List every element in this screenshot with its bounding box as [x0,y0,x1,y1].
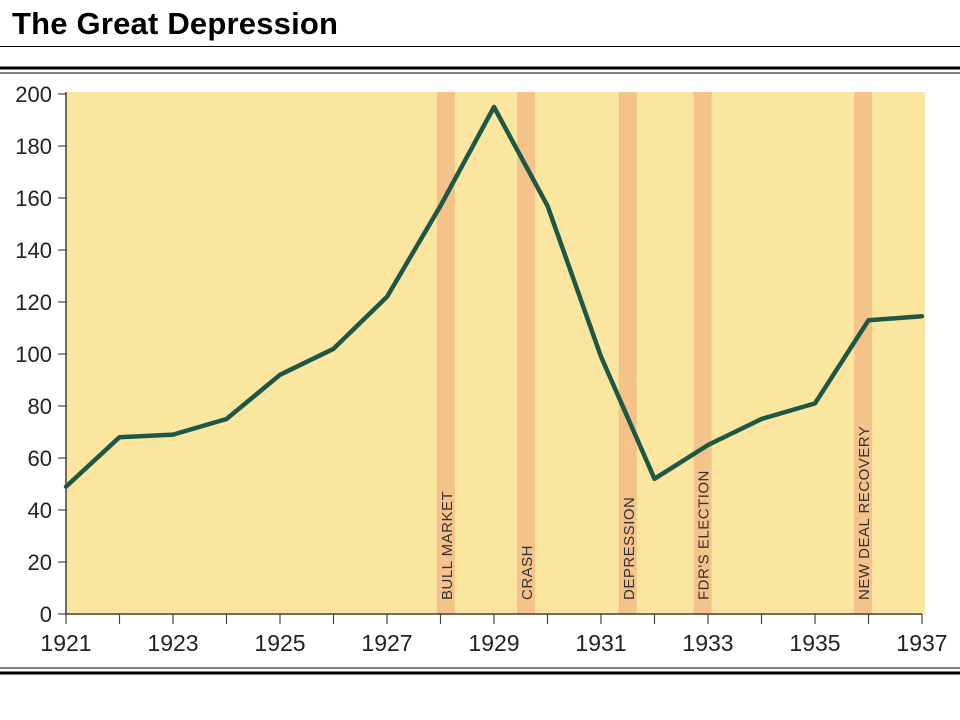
y-tick-label: 40 [28,498,52,523]
tick-labels: 0 20 40 60 80 100 120 140 160 180 200 1921 1923 1925 1… [15,82,947,656]
series [63,104,925,489]
annotation-labels: BULL MARKET CRASH DEPRESSION FDR'S ELECTION… [439,426,873,600]
annotation-label: CRASH [519,545,536,600]
y-tick-label: 0 [40,602,52,627]
y-tick-label: 140 [15,238,52,263]
annotation-label: BULL MARKET [439,491,456,600]
x-tick-label: 1921 [40,630,91,656]
y-tick-label: 100 [15,342,52,367]
x-tick-label: 1929 [468,630,519,656]
annotation-label: FDR'S ELECTION [696,470,713,600]
event-band-1 [517,92,536,614]
y-tick-label: 20 [28,550,52,575]
y-tick-label: 80 [28,394,52,419]
x-tick-label: 1933 [682,630,733,656]
y-tick-label: 180 [15,134,52,159]
y-tick-label: 160 [15,186,52,211]
title-divider [0,46,960,47]
x-tick-label: 1931 [575,630,626,656]
event-band-2 [618,92,637,614]
x-tick-label: 1937 [896,630,947,656]
annotation-label: NEW DEAL RECOVERY [856,426,873,600]
x-tick-label: 1927 [361,630,412,656]
annotation-label: DEPRESSION [621,497,638,600]
x-tick-label: 1925 [254,630,305,656]
event-band-3 [693,92,712,614]
y-tick-label: 120 [15,290,52,315]
event-band-4 [854,92,873,614]
x-tick-label: 1923 [147,630,198,656]
chart: 0 20 40 60 80 100 120 140 160 180 200 1921 1923 1925 1… [0,66,960,676]
y-tick-label: 200 [15,82,52,107]
page-title: The Great Depression [12,6,339,41]
event-bands [436,92,873,614]
axes [58,92,923,624]
event-band-0 [436,92,455,614]
y-tick-label: 60 [28,446,52,471]
plot-background [65,92,925,615]
x-tick-label: 1935 [789,630,840,656]
